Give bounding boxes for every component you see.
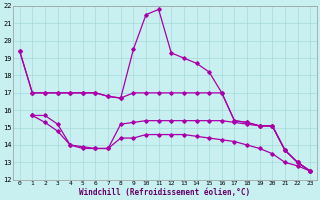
X-axis label: Windchill (Refroidissement éolien,°C): Windchill (Refroidissement éolien,°C) xyxy=(79,188,251,197)
